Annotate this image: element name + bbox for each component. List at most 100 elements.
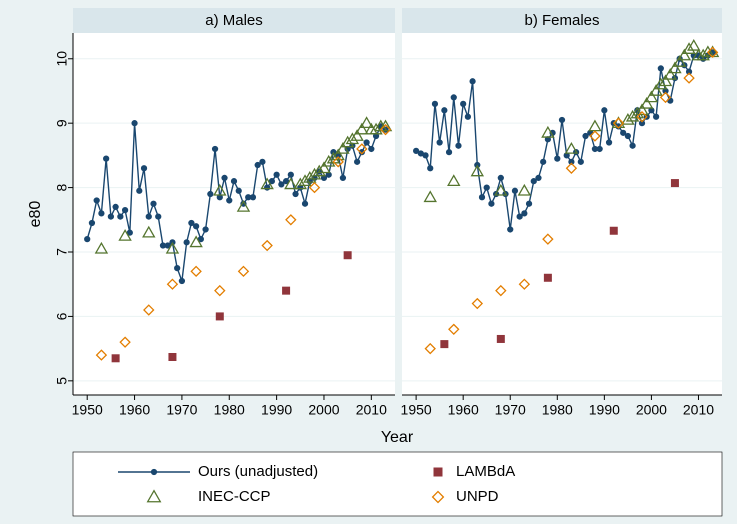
marker-circle xyxy=(93,197,100,204)
marker-triangle xyxy=(350,129,364,141)
marker-circle xyxy=(353,158,361,165)
marker-circle xyxy=(155,213,162,220)
marker-circle xyxy=(620,129,627,136)
marker-diamond xyxy=(95,349,108,361)
marker-circle xyxy=(202,226,209,233)
marker-circle xyxy=(145,213,152,220)
marker-circle xyxy=(464,113,472,120)
marker-circle xyxy=(521,210,528,217)
marker-circle xyxy=(511,187,519,194)
marker-triangle xyxy=(668,61,682,74)
marker-circle xyxy=(98,210,105,217)
panel-title: b) Females xyxy=(524,12,599,29)
marker-circle xyxy=(558,116,566,124)
marker-diamond xyxy=(379,123,392,136)
legend-marker xyxy=(433,467,443,477)
marker-triangle xyxy=(293,177,308,190)
marker-square xyxy=(168,352,177,361)
marker-triangle xyxy=(336,142,350,154)
marker-diamond xyxy=(356,143,368,155)
marker-triangle xyxy=(696,48,710,61)
marker-circle xyxy=(197,235,204,243)
marker-circle xyxy=(150,200,157,207)
marker-triangle xyxy=(331,148,345,161)
marker-circle xyxy=(488,200,495,207)
marker-diamond xyxy=(589,130,601,142)
marker-diamond xyxy=(119,336,131,348)
marker-circle xyxy=(652,113,660,120)
marker-diamond xyxy=(143,304,155,316)
marker-triangle xyxy=(317,161,331,174)
marker-circle xyxy=(126,229,133,236)
marker-diamond xyxy=(424,342,436,355)
x-tick-label: 1960 xyxy=(119,402,150,418)
marker-circle xyxy=(183,239,190,246)
marker-circle xyxy=(478,194,486,201)
marker-diamond xyxy=(706,46,719,59)
x-tick-label: 1960 xyxy=(448,402,479,418)
marker-circle xyxy=(174,264,181,272)
marker-circle xyxy=(525,200,533,207)
marker-triangle xyxy=(345,132,360,145)
plot-area xyxy=(402,33,722,395)
marker-triangle xyxy=(423,190,437,203)
panel-title: a) Males xyxy=(205,12,263,29)
marker-triangle xyxy=(663,67,677,80)
marker-circle xyxy=(88,219,96,227)
x-tick-label: 2000 xyxy=(636,402,667,418)
marker-circle xyxy=(431,100,439,107)
marker-circle xyxy=(207,190,214,198)
marker-circle xyxy=(230,178,238,185)
marker-circle xyxy=(427,165,434,172)
marker-circle xyxy=(535,174,542,182)
marker-circle xyxy=(136,187,143,194)
marker-circle xyxy=(84,235,91,243)
marker-triangle xyxy=(359,116,374,129)
marker-triangle xyxy=(635,103,649,116)
marker-circle xyxy=(273,171,280,178)
marker-triangle xyxy=(355,122,369,135)
marker-square xyxy=(282,286,291,295)
marker-square xyxy=(609,226,618,235)
marker-circle xyxy=(292,190,299,198)
x-tick-label: 1970 xyxy=(166,402,197,418)
marker-triangle xyxy=(189,235,203,248)
marker-triangle xyxy=(682,42,696,54)
marker-circle xyxy=(605,139,613,146)
marker-circle xyxy=(469,78,476,85)
marker-circle xyxy=(268,178,276,185)
marker-triangle xyxy=(312,164,326,177)
legend-label: Ours (unadjusted) xyxy=(198,463,318,480)
x-tick-label: 1950 xyxy=(72,402,103,418)
marker-circle xyxy=(624,132,632,140)
marker-triangle xyxy=(303,171,317,183)
marker-square xyxy=(440,340,449,349)
marker-circle xyxy=(235,187,242,194)
marker-diamond xyxy=(495,284,507,297)
x-tick-label: 1980 xyxy=(542,402,573,418)
marker-circle xyxy=(254,161,261,169)
marker-triangle xyxy=(470,164,485,177)
y-tick-label: 7 xyxy=(54,248,70,256)
legend-label: UNPD xyxy=(456,488,499,505)
marker-circle xyxy=(507,226,514,233)
legend-label: INEC-CCP xyxy=(198,488,271,505)
legend-marker xyxy=(431,490,445,504)
x-tick-label: 2010 xyxy=(683,402,714,418)
marker-circle xyxy=(657,65,664,72)
marker-triangle xyxy=(307,167,322,180)
y-tick-label: 5 xyxy=(54,377,70,385)
marker-diamond xyxy=(308,181,321,194)
marker-circle xyxy=(450,94,457,101)
x-tick-label: 1980 xyxy=(214,402,245,418)
plot-area xyxy=(73,33,395,395)
panel-strip xyxy=(73,8,395,33)
marker-circle xyxy=(192,223,200,230)
x-tick-label: 1950 xyxy=(401,402,432,418)
marker-diamond xyxy=(214,284,226,297)
marker-diamond xyxy=(448,323,460,336)
marker-circle xyxy=(422,152,429,159)
marker-triangle xyxy=(369,122,383,135)
y-tick-label: 6 xyxy=(54,312,70,320)
